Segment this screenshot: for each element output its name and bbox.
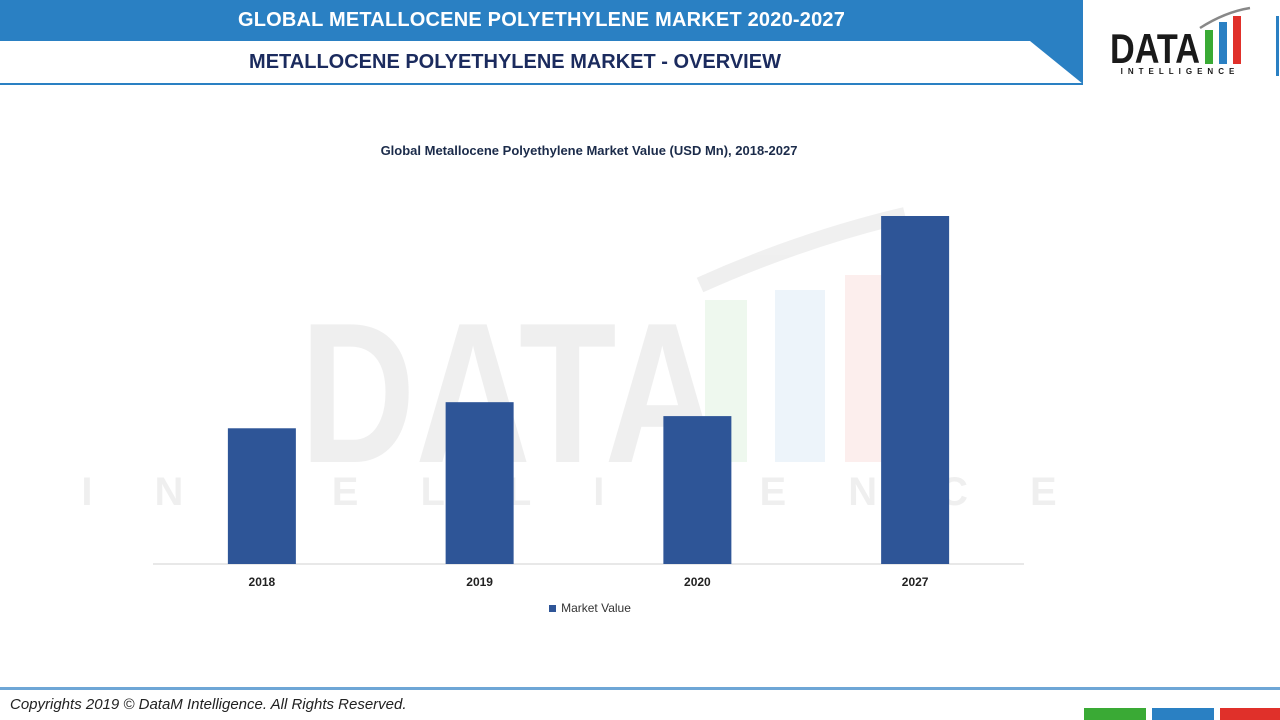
footer-copyright: Copyrights 2019 © DataM Intelligence. Al… — [10, 696, 407, 713]
header-subtitle: METALLOCENE POLYETHYLENE MARKET - OVERVI… — [249, 50, 781, 73]
x-tick-label-2019: 2019 — [466, 575, 493, 589]
logo-bar-red — [1233, 16, 1241, 64]
header-subtitle-bar: METALLOCENE POLYETHYLENE MARKET - OVERVI… — [0, 41, 1030, 83]
banner-wedge — [1030, 41, 1083, 84]
logo-bar-blue — [1219, 22, 1227, 64]
header-title: GLOBAL METALLOCENE POLYETHYLENE MARKET 2… — [237, 9, 846, 31]
header-banner: GLOBAL METALLOCENE POLYETHYLENE MARKET 2… — [0, 0, 1083, 41]
footer-block-red — [1220, 708, 1280, 720]
chart-legend: Market Value — [0, 601, 1180, 615]
x-tick-label-2020: 2020 — [684, 575, 711, 589]
logo-swoosh — [1199, 6, 1251, 30]
x-tick-label-2027: 2027 — [902, 575, 929, 589]
legend-swatch — [549, 604, 557, 612]
legend-label: Market Value — [561, 601, 631, 615]
chart-title: Global Metallocene Polyethylene Market V… — [380, 143, 798, 158]
bars-group — [227, 216, 950, 564]
bar-2018 — [227, 428, 296, 564]
logo-tagline: INTELLIGENCE — [1121, 67, 1240, 76]
logo-side-line — [1276, 16, 1279, 76]
x-tick-label-2018: 2018 — [249, 575, 276, 589]
x-tick-labels: 2018 2019 2020 2027 — [249, 575, 929, 589]
datam-logo: DATA INTELLIGENCE — [1110, 6, 1251, 76]
footer-line — [0, 687, 1280, 690]
header-underline — [0, 83, 1083, 85]
bar-2020 — [663, 416, 732, 564]
bar-2019 — [445, 402, 514, 564]
bar-2027 — [881, 216, 950, 564]
footer-block-blue — [1152, 708, 1214, 720]
logo-word: DATA — [1110, 25, 1200, 72]
logo-bar-green — [1205, 30, 1213, 64]
footer-block-green — [1084, 708, 1146, 720]
